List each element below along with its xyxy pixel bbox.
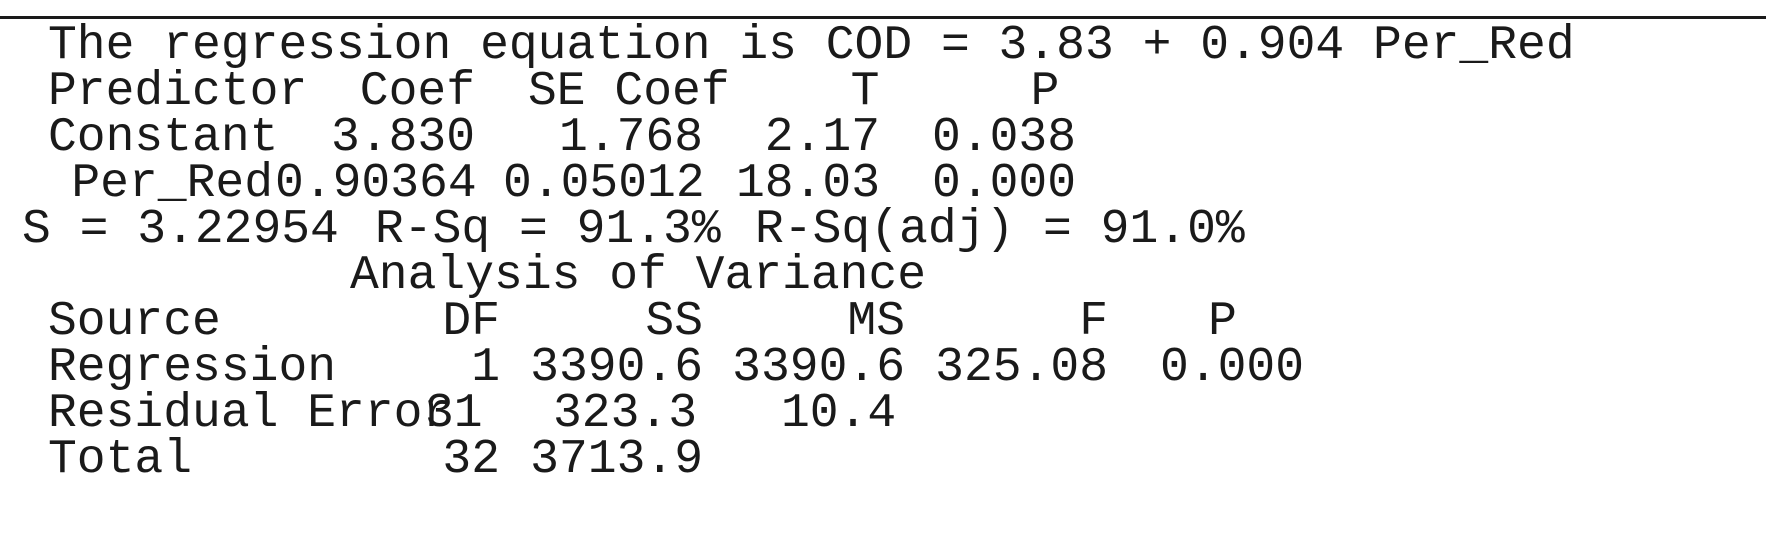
anova-source-regression: Regression [48, 341, 337, 395]
anova-header-ms: MS [847, 295, 905, 349]
coef-header-coef: Coef [359, 65, 475, 119]
anova-ss-regression: 3390.6 [530, 341, 703, 395]
anova-p-regression: 0.000 [1160, 341, 1305, 395]
anova-header-f: F [1079, 295, 1108, 349]
coef-header-se-coef: SE Coef [528, 65, 730, 119]
regression-equation: The regression equation is COD = 3.83 + … [48, 19, 1575, 73]
anova-ss-total: 3713.9 [530, 433, 703, 487]
coef-predictor-per-red: Per_Red [71, 157, 273, 211]
anova-header-p: P [1208, 295, 1237, 349]
se-coef-per-red: 0.05012 [503, 157, 705, 211]
anova-df-regression: 1 [471, 341, 500, 395]
anova-header-source: Source [48, 295, 221, 349]
p-value-per-red: 0.000 [932, 157, 1077, 211]
anova-source-residual-error: Residual Error [48, 387, 452, 441]
anova-header-df: DF [442, 295, 500, 349]
anova-df-residual-error: 31 [425, 387, 483, 441]
coef-predictor-constant: Constant [48, 111, 279, 165]
anova-df-total: 32 [442, 433, 500, 487]
coef-value-constant: 3.830 [330, 111, 475, 165]
coef-header-p: P [1030, 65, 1060, 119]
anova-ms-regression: 3390.6 [732, 341, 905, 395]
anova-f-regression: 325.08 [935, 341, 1108, 395]
t-value-constant: 2.17 [764, 111, 880, 165]
summary-s: S = 3.22954 [22, 203, 339, 257]
coef-header-t: T [850, 65, 880, 119]
t-value-per-red: 18.03 [735, 157, 880, 211]
p-value-constant: 0.038 [932, 111, 1077, 165]
se-coef-constant: 1.768 [558, 111, 703, 165]
anova-ss-residual-error: 323.3 [553, 387, 698, 441]
top-rule [0, 16, 1766, 19]
summary-r-sq-adj: R-Sq(adj) = 91.0% [755, 203, 1245, 257]
coef-header-predictor: Predictor [48, 65, 308, 119]
anova-header-ss: SS [645, 295, 703, 349]
anova-title: Analysis of Variance [350, 249, 927, 303]
anova-ms-residual-error: 10.4 [781, 387, 897, 441]
coef-value-per-red: 0.90364 [275, 157, 477, 211]
summary-r-sq: R-Sq = 91.3% [375, 203, 721, 257]
anova-source-total: Total [48, 433, 193, 487]
